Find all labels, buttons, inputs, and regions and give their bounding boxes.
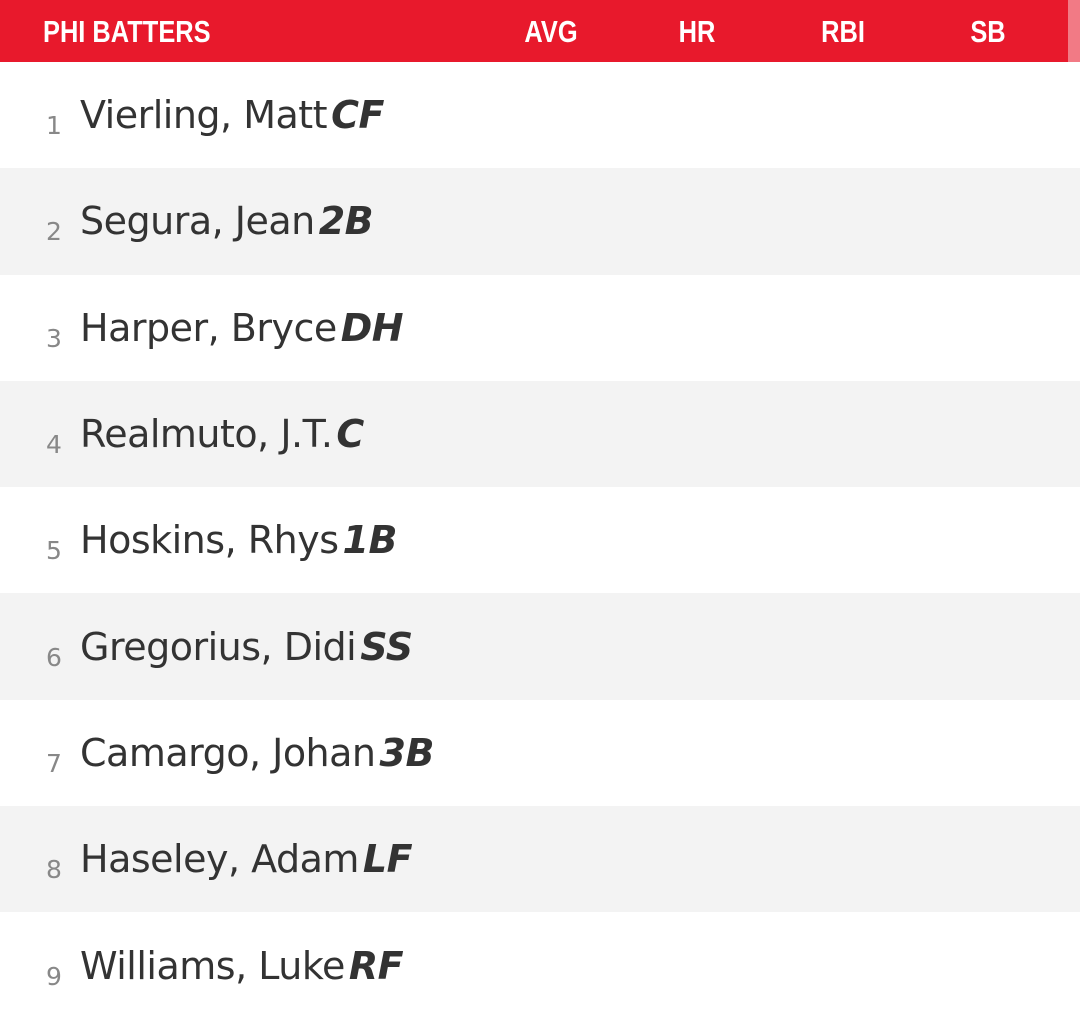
player-name-text: Vierling, Matt	[80, 93, 328, 138]
player-name[interactable]: Williams, Luke RF	[80, 943, 404, 988]
player-position: DH	[340, 305, 404, 350]
player-name[interactable]: Vierling, Matt CF	[80, 93, 384, 137]
batter-list: 1 Vierling, Matt CF 2 Segura, Jean 2B 3 Harp…	[0, 62, 1080, 1019]
player-name-text: Harper, Bryce	[80, 305, 337, 350]
player-name[interactable]: Haseley, Adam LF	[80, 837, 413, 882]
player-position: LF	[362, 837, 413, 882]
batting-order: 7	[46, 748, 62, 778]
column-sb[interactable]: SB	[970, 14, 1006, 49]
batting-order: 9	[46, 961, 62, 991]
player-position: SS	[360, 624, 413, 669]
column-rbi[interactable]: RBI	[821, 14, 865, 49]
table-row[interactable]: 9 Williams, Luke RF	[0, 912, 1080, 1018]
table-row[interactable]: 4 Realmuto, J.T. C	[0, 380, 1080, 488]
player-name-text: Segura, Jean	[80, 199, 315, 244]
table-row[interactable]: 3 Harper, Bryce DH	[0, 275, 1080, 381]
scrollbar[interactable]	[1068, 0, 1080, 62]
player-name-text: Realmuto, J.T.	[80, 412, 333, 457]
player-name-text: Hoskins, Rhys	[80, 518, 339, 563]
player-name-text: Camargo, Johan	[80, 730, 376, 775]
column-hr[interactable]: HR	[678, 14, 716, 49]
batting-order: 6	[46, 642, 62, 672]
player-name-text: Haseley, Adam	[80, 837, 359, 882]
player-position: C	[336, 412, 364, 457]
batting-order: 4	[46, 430, 62, 460]
table-row[interactable]: 2 Segura, Jean 2B	[0, 168, 1080, 275]
player-position: 1B	[342, 518, 398, 563]
player-name-text: Williams, Luke	[80, 943, 345, 988]
player-position: RF	[348, 943, 404, 988]
player-name[interactable]: Camargo, Johan 3B	[80, 731, 434, 775]
player-name[interactable]: Harper, Bryce DH	[80, 305, 404, 350]
table-row[interactable]: 7 Camargo, Johan 3B	[0, 700, 1080, 806]
batting-order: 1	[46, 111, 62, 141]
table-header: PHI BATTERS AVG HR RBI SB	[0, 0, 1080, 62]
table-row[interactable]: 8 Haseley, Adam LF	[0, 806, 1080, 913]
player-position: 2B	[318, 199, 374, 244]
batting-order: 3	[46, 323, 62, 353]
batting-order: 2	[46, 217, 62, 247]
player-name-text: Gregorius, Didi	[80, 624, 357, 669]
player-name[interactable]: Hoskins, Rhys 1B	[80, 518, 397, 562]
table-title: PHI BATTERS	[43, 14, 211, 49]
player-name[interactable]: Gregorius, Didi SS	[80, 625, 413, 669]
batting-order: 5	[46, 536, 62, 566]
player-position: 3B	[379, 730, 435, 775]
table-row[interactable]: 5 Hoskins, Rhys 1B	[0, 487, 1080, 593]
player-name[interactable]: Realmuto, J.T. C	[80, 412, 364, 456]
player-name[interactable]: Segura, Jean 2B	[80, 199, 374, 244]
table-row[interactable]: 1 Vierling, Matt CF	[0, 62, 1080, 168]
table-row[interactable]: 6 Gregorius, Didi SS	[0, 593, 1080, 700]
column-avg[interactable]: AVG	[524, 14, 578, 49]
player-position: CF	[331, 93, 384, 138]
batting-order: 8	[46, 855, 62, 885]
